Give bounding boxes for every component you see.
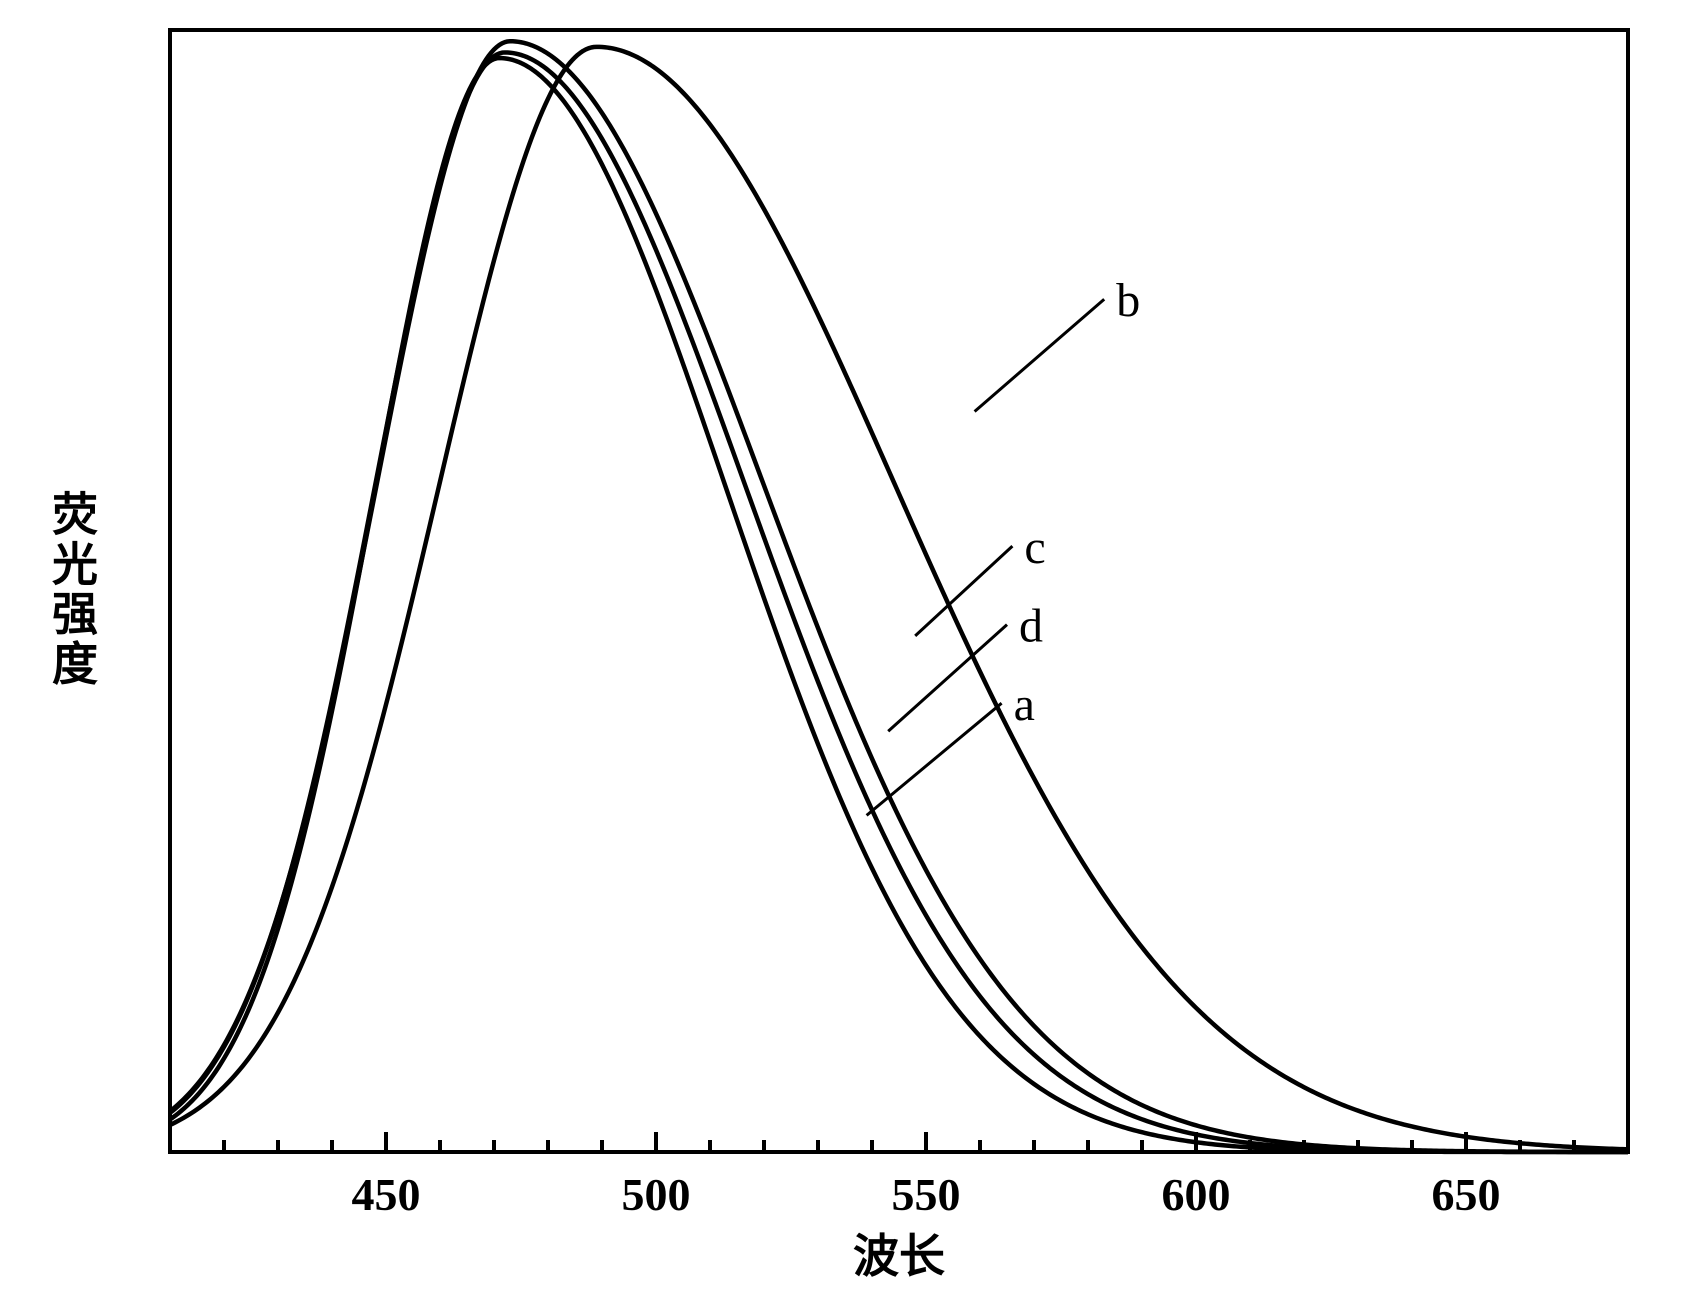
series-label-c: c bbox=[1024, 521, 1045, 574]
y-axis-label-char: 荧 bbox=[52, 490, 98, 541]
x-tick-label: 600 bbox=[1162, 1169, 1231, 1220]
x-tick-label: 500 bbox=[622, 1169, 691, 1220]
x-tick-label: 550 bbox=[892, 1169, 961, 1220]
y-axis: 荧光强度 bbox=[52, 490, 98, 690]
x-axis-label: 波长 bbox=[853, 1231, 945, 1282]
fluorescence-spectrum-chart: 450 500 550 600 650 波长 荧光强度 adc b bbox=[0, 0, 1688, 1312]
y-axis-label-char: 强 bbox=[52, 589, 98, 640]
series-label-d: d bbox=[1019, 599, 1043, 652]
chart-container: 450 500 550 600 650 波长 荧光强度 adc b bbox=[0, 0, 1688, 1312]
x-tick-label: 450 bbox=[352, 1169, 421, 1220]
series-label-a: a bbox=[1014, 678, 1035, 731]
chart-bg bbox=[0, 0, 1688, 1312]
y-axis-label-char: 度 bbox=[52, 639, 98, 690]
series-label-b: b bbox=[1116, 274, 1140, 327]
x-tick-label: 650 bbox=[1432, 1169, 1501, 1220]
y-axis-label-char: 光 bbox=[52, 539, 98, 590]
